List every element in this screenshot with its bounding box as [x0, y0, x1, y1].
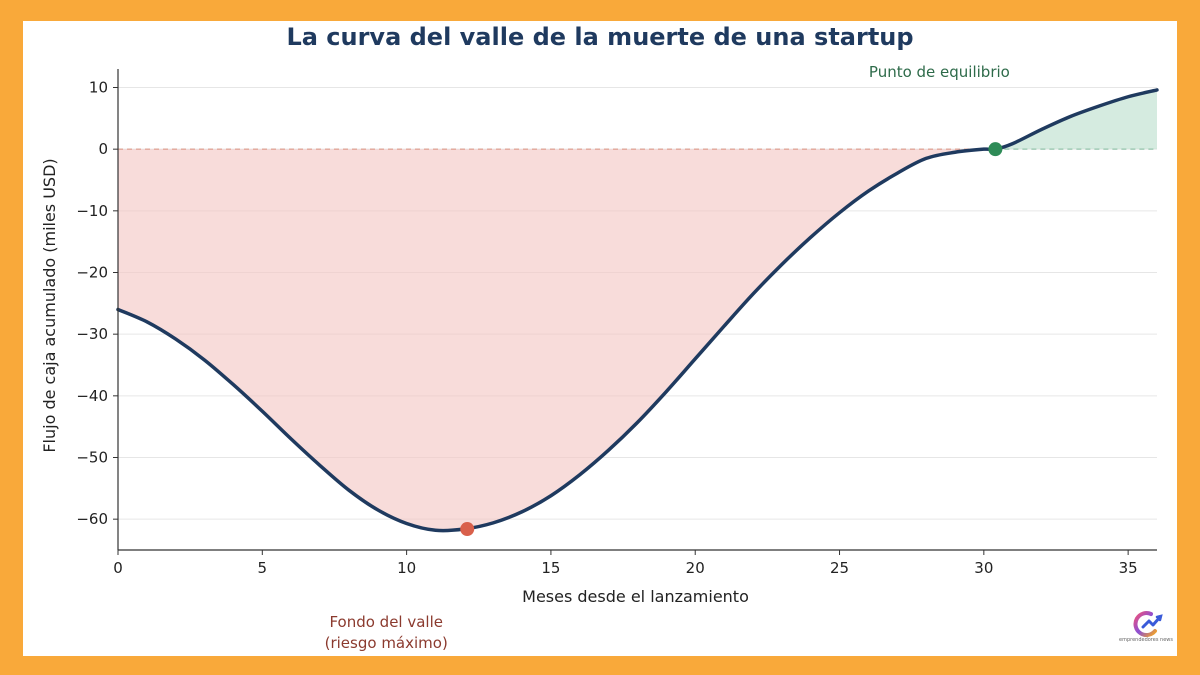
logo-icon [1133, 611, 1163, 637]
brand-logo: emprendedores news [1119, 609, 1177, 653]
y-tick-label: −10 [76, 202, 108, 220]
y-tick-label: −30 [76, 325, 108, 343]
x-tick-label: 25 [830, 559, 849, 577]
y-tick-label: 0 [98, 140, 108, 158]
x-tick-label: 10 [397, 559, 416, 577]
logo-text: emprendedores news [1119, 637, 1173, 643]
y-tick-label: −50 [76, 449, 108, 467]
loss-area [118, 148, 996, 531]
y-tick-label: −60 [76, 510, 108, 528]
breakeven-marker [988, 142, 1003, 157]
chart-title: La curva del valle de la muerte de una s… [286, 23, 914, 51]
valley-label-line: (riesgo máximo) [325, 634, 448, 652]
breakeven-label: Punto de equilibrio [869, 63, 1010, 81]
x-tick-label: 30 [974, 559, 993, 577]
y-axis-label: Flujo de caja acumulado (miles USD) [40, 158, 59, 452]
profit-area [995, 89, 1157, 150]
chart-panel: La curva del valle de la muerte de una s… [23, 21, 1177, 656]
chart-plot: 10 0 −10 −20 −30 −40 −50 −60 0 5 10 15 20 25 30 35 Meses… [40, 63, 1159, 652]
y-tick-label: −20 [76, 264, 108, 282]
x-tick-label: 15 [541, 559, 560, 577]
x-tick-label: 20 [686, 559, 705, 577]
valley-bottom-marker [460, 522, 475, 537]
x-axis-label: Meses desde el lanzamiento [522, 587, 749, 606]
x-tick-label: 5 [258, 559, 268, 577]
x-tick-label: 0 [113, 559, 123, 577]
y-tick-label: −40 [76, 387, 108, 405]
valley-label-line: Fondo del valle [329, 613, 443, 631]
y-tick-label: 10 [89, 79, 108, 97]
x-tick-label: 35 [1119, 559, 1138, 577]
valley-label: Fondo del valle (riesgo máximo) [325, 613, 448, 652]
